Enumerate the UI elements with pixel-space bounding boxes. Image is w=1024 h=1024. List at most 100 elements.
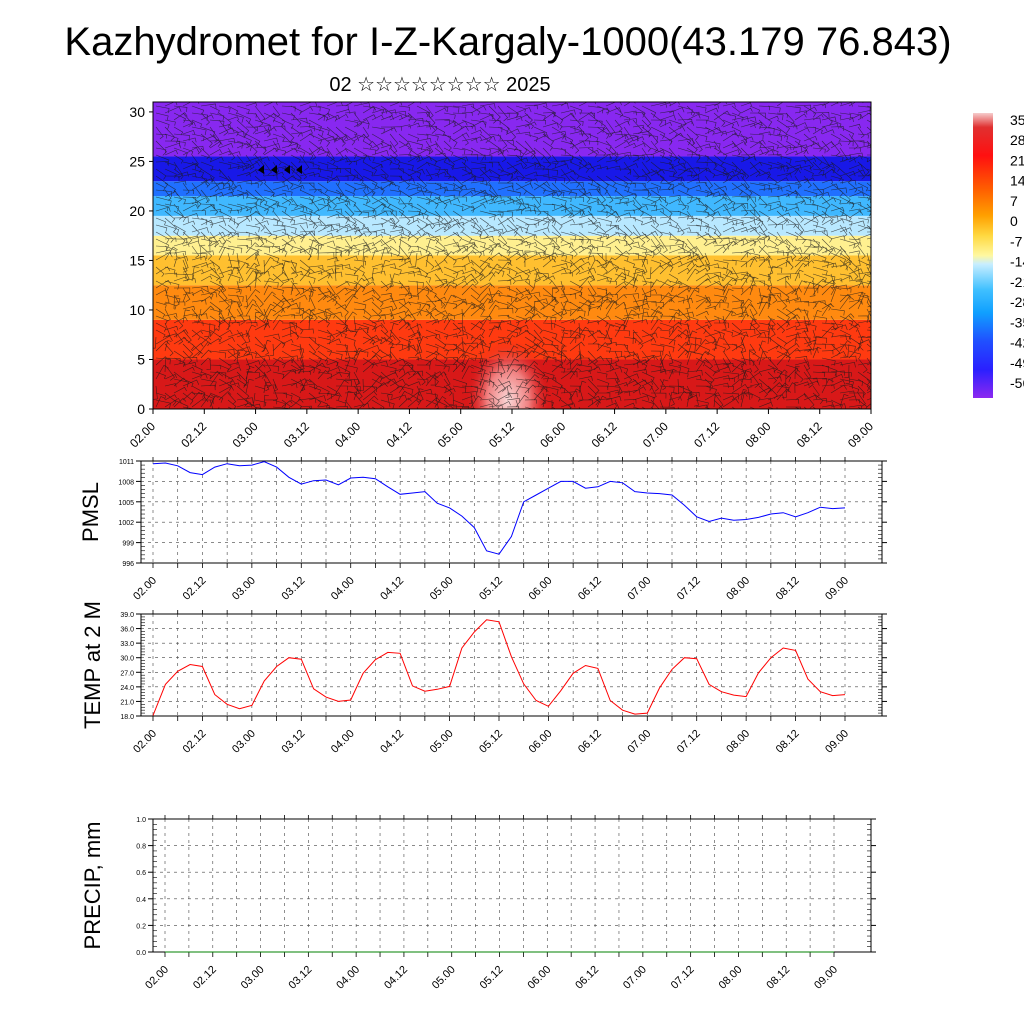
x-tick-label: 07.12 [675,575,703,603]
x-tick-label: 04.12 [382,964,410,992]
colorbar-label: -56 [1010,375,1024,391]
x-tick-label: 05.00 [428,575,456,603]
y-tick-label: 24.0 [120,685,134,692]
y-axis-label: PRECIP, mm [80,822,105,950]
x-tick-label: 03.00 [230,419,261,450]
x-tick-label: 07.12 [675,728,703,756]
x-tick-label: 07.00 [625,728,653,756]
colorbar-label: -7 [1010,233,1023,249]
grid-lines [141,613,882,717]
y-tick-label: 5 [137,351,145,367]
x-tick-label: 02.00 [131,575,159,603]
series-line [152,619,846,716]
x-tick-label: 03.00 [239,964,267,992]
x-tick-label: 05.12 [478,964,506,992]
x-tick-label: 06.00 [527,728,555,756]
colorbar-label: -42 [1010,335,1024,351]
colorbar-label: -49 [1010,355,1024,371]
y-tick-label: 18.0 [120,714,134,721]
y-tick-label: 1005 [118,500,134,507]
temperature-band [153,215,871,236]
x-tick-label: 08.00 [742,419,773,450]
x-tick-label: 09.00 [845,419,876,450]
x-tick-label: 04.00 [332,419,363,450]
x-tick-label: 04.00 [334,964,362,992]
x-tick-label: 09.00 [812,964,840,992]
y-tick-label: 39.0 [120,612,134,619]
x-tick-label: 08.00 [724,575,752,603]
temperature-band [153,255,871,286]
y-tick-label: 36.0 [120,627,134,634]
x-tick-label: 06.00 [525,964,553,992]
grid-lines [153,818,871,953]
x-tick-label: 08.00 [724,728,752,756]
colorbar-label: -21 [1010,274,1024,290]
minor-y-ticks [153,824,871,947]
y-tick-label: 1002 [118,520,134,527]
y-tick-label: 996 [122,561,134,568]
y-tick-label: 25 [129,153,145,169]
temp-panel: 18.0 21.0 24.0 27.0 30.0 33.0 36.0 39.0 02.00 02.… [80,601,887,756]
x-tick-label: 04.12 [378,728,406,756]
y-tick-label: 30.0 [120,656,134,663]
y-tick-label: 20 [129,203,145,219]
pmsl-panel: 996 999 1002 1005 1008 1011 02.00 02.12 03.00 03.… [78,457,887,603]
x-tick-label: 02.12 [178,419,209,450]
x-tick-label: 04.00 [329,728,357,756]
y-tick-label: 10 [129,302,145,318]
x-tick-label: 08.00 [717,964,745,992]
colorbar-label: 28 [1010,132,1024,148]
x-tick-label: 06.12 [589,419,620,450]
colorbar-label: -28 [1010,294,1024,310]
x-tick-label: 09.00 [823,575,851,603]
minor-y-ticks [141,616,882,714]
wind-barbs [153,102,871,409]
y-tick-label: 999 [122,541,134,548]
x-tick-label: 07.00 [640,419,671,450]
colorbar-swatch [973,113,993,398]
y-tick-label: 1011 [119,459,134,466]
chart-subtitle: 02 ☆☆☆☆☆☆☆☆ 2025 [329,74,550,96]
y-tick-label: 33.0 [120,641,134,648]
series-line [152,461,846,555]
x-tick-label: 05.00 [430,964,458,992]
x-tick-label: 06.12 [576,575,604,603]
x-tick-label: 07.12 [691,419,722,450]
colorbar-label: 14 [1010,173,1024,189]
temperature-band [153,102,871,157]
y-tick-label: 0.2 [136,923,146,930]
y-tick-label: 27.0 [120,670,134,677]
x-tick-label: 07.00 [621,964,649,992]
y-tick-label: 0.0 [136,950,146,957]
x-tick-label: 05.12 [486,419,517,450]
y-tick-label: 1.0 [136,817,146,824]
x-tick-label: 08.12 [774,575,802,603]
x-tick-label: 02.12 [181,575,209,603]
temperature-band [153,181,871,197]
x-tick-label: 05.00 [435,419,466,450]
x-tick-label: 06.12 [576,728,604,756]
wind-flags [258,165,302,174]
warm-core-spot [466,340,550,409]
x-tick-label: 04.00 [329,575,357,603]
minor-y-ticks [141,464,882,560]
x-tick-label: 02.00 [131,728,159,756]
x-tick-label: 03.12 [279,728,307,756]
x-tick-label: 08.12 [794,419,825,450]
x-tick-label: 03.00 [230,728,258,756]
y-tick-label: 21.0 [120,699,134,706]
x-tick-label: 09.00 [823,728,851,756]
y-tick-label: 0.4 [136,897,146,904]
chart-title: Kazhydromet for I-Z-Kargaly-1000(43.179 … [64,20,951,64]
precip-panel: 0.0 0.2 0.4 0.6 0.8 1.0 02.00 02.12 03.00 03.12 04… [80,815,876,992]
temperature-colorbar: 35 28 21 14 7 0 -7 -14 -21 -28 -35 -42 -49 -56 [973,112,1024,398]
grid-lines [141,460,882,564]
x-tick-label: 04.12 [378,575,406,603]
x-tick-label: 02.12 [181,728,209,756]
x-tick-label: 06.00 [537,419,568,450]
vertical-profile-panel: 0 5 10 15 20 25 30 02.00 02.12 03.00 03.12 04.00 04.… [127,101,876,450]
x-tick-label: 05.12 [477,575,505,603]
x-tick-label: 07.12 [669,964,697,992]
x-tick-label: 04.12 [383,419,414,450]
